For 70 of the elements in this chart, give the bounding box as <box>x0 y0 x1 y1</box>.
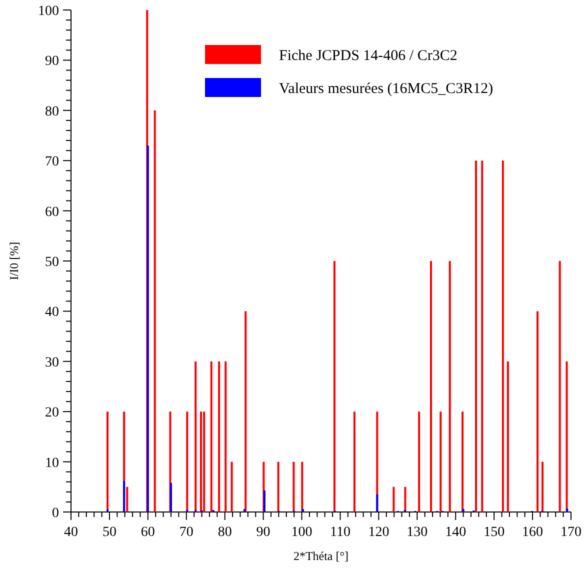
x-tick-label: 170 <box>560 525 582 540</box>
y-tick-label: 10 <box>45 456 59 471</box>
x-tick-label: 160 <box>522 525 544 540</box>
x-tick-label: 90 <box>256 525 270 540</box>
bar <box>106 412 109 512</box>
bar <box>542 462 544 512</box>
x-tick-label: 120 <box>368 525 390 540</box>
bar <box>462 412 464 512</box>
bar <box>194 361 197 512</box>
bar <box>203 412 206 512</box>
bar <box>292 462 295 512</box>
bar <box>448 261 451 512</box>
bar <box>506 361 509 512</box>
bar <box>376 494 378 512</box>
x-axis-title: 2*Théta [°] <box>293 549 349 563</box>
y-tick-label: 30 <box>45 355 59 370</box>
bar <box>218 361 220 512</box>
x-tick-label: 130 <box>406 525 428 540</box>
bar <box>392 486 395 512</box>
bar <box>224 361 227 512</box>
x-tick-label: 60 <box>140 525 155 540</box>
bar <box>170 482 172 512</box>
x-tick-label: 140 <box>445 525 466 540</box>
bar <box>353 412 356 512</box>
y-tick-label: 90 <box>45 54 59 70</box>
bar <box>558 261 561 512</box>
bar <box>302 508 304 512</box>
bar <box>200 412 202 512</box>
bar <box>154 110 156 512</box>
bar <box>481 160 484 512</box>
bar <box>123 480 126 512</box>
bar <box>404 486 406 512</box>
bar <box>243 508 246 512</box>
bar <box>244 311 247 512</box>
x-tick-label: 70 <box>179 525 194 540</box>
bar <box>263 490 266 512</box>
x-tick-label: 110 <box>330 525 350 540</box>
bar <box>440 412 442 512</box>
bar <box>301 462 304 512</box>
y-tick-label: 20 <box>45 406 59 421</box>
bar <box>536 311 539 512</box>
bar <box>475 160 477 512</box>
bar <box>418 412 420 512</box>
bar <box>566 508 568 512</box>
y-tick-label: 50 <box>45 255 59 270</box>
x-tick-label: 40 <box>64 525 78 540</box>
y-tick-label: 0 <box>52 506 59 521</box>
y-axis-title: I/I0 [%] <box>7 242 21 280</box>
bar <box>210 361 212 512</box>
bar <box>430 261 432 512</box>
bar <box>126 486 128 512</box>
bar <box>277 462 280 512</box>
legend-label: Fiche JCPDS 14-406 / Cr3C2 <box>279 48 458 64</box>
y-tick-label: 40 <box>45 305 59 320</box>
y-tick-label: 70 <box>45 154 59 170</box>
bar <box>230 462 233 512</box>
legend-label: Valeurs mesurées (16MC5_C3R12) <box>279 81 494 97</box>
x-tick-label: 150 <box>484 525 505 540</box>
bar <box>333 261 336 512</box>
y-tick-label: 60 <box>45 204 59 220</box>
x-tick-label: 50 <box>102 525 116 540</box>
bar <box>186 412 188 512</box>
x-tick-label: 100 <box>291 525 312 540</box>
y-tick-label: 80 <box>45 104 59 120</box>
bar <box>146 146 149 512</box>
bar <box>502 160 504 512</box>
bar <box>462 508 464 512</box>
y-tick-label: 100 <box>38 4 59 19</box>
bar <box>106 509 109 512</box>
x-tick-label: 80 <box>218 525 232 540</box>
